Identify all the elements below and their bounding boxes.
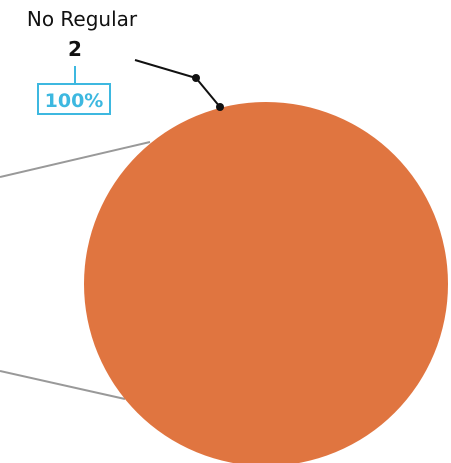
- leader-line: [134, 59, 221, 108]
- slice-percent: 100%: [45, 90, 104, 112]
- pie-slice[interactable]: [84, 102, 448, 463]
- leader-dot-end: [216, 103, 224, 111]
- percent-box: [37, 83, 111, 115]
- connector-line-top: [0, 141, 151, 178]
- slice-label: No Regular: [27, 7, 138, 31]
- connector-line-bottom: [0, 370, 126, 400]
- leader-dot-elbow: [192, 74, 200, 82]
- slice-count: 2: [68, 37, 82, 61]
